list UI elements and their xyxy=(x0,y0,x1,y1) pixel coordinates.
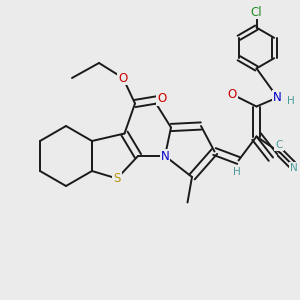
Text: N: N xyxy=(160,149,169,163)
Text: C: C xyxy=(275,140,283,151)
Text: O: O xyxy=(228,88,237,101)
Text: N: N xyxy=(290,163,298,173)
Text: O: O xyxy=(158,92,166,106)
Text: S: S xyxy=(113,172,121,185)
Text: N: N xyxy=(273,91,282,104)
Text: H: H xyxy=(287,95,295,106)
Text: Cl: Cl xyxy=(251,5,262,19)
Text: H: H xyxy=(233,167,241,177)
Text: O: O xyxy=(118,71,127,85)
